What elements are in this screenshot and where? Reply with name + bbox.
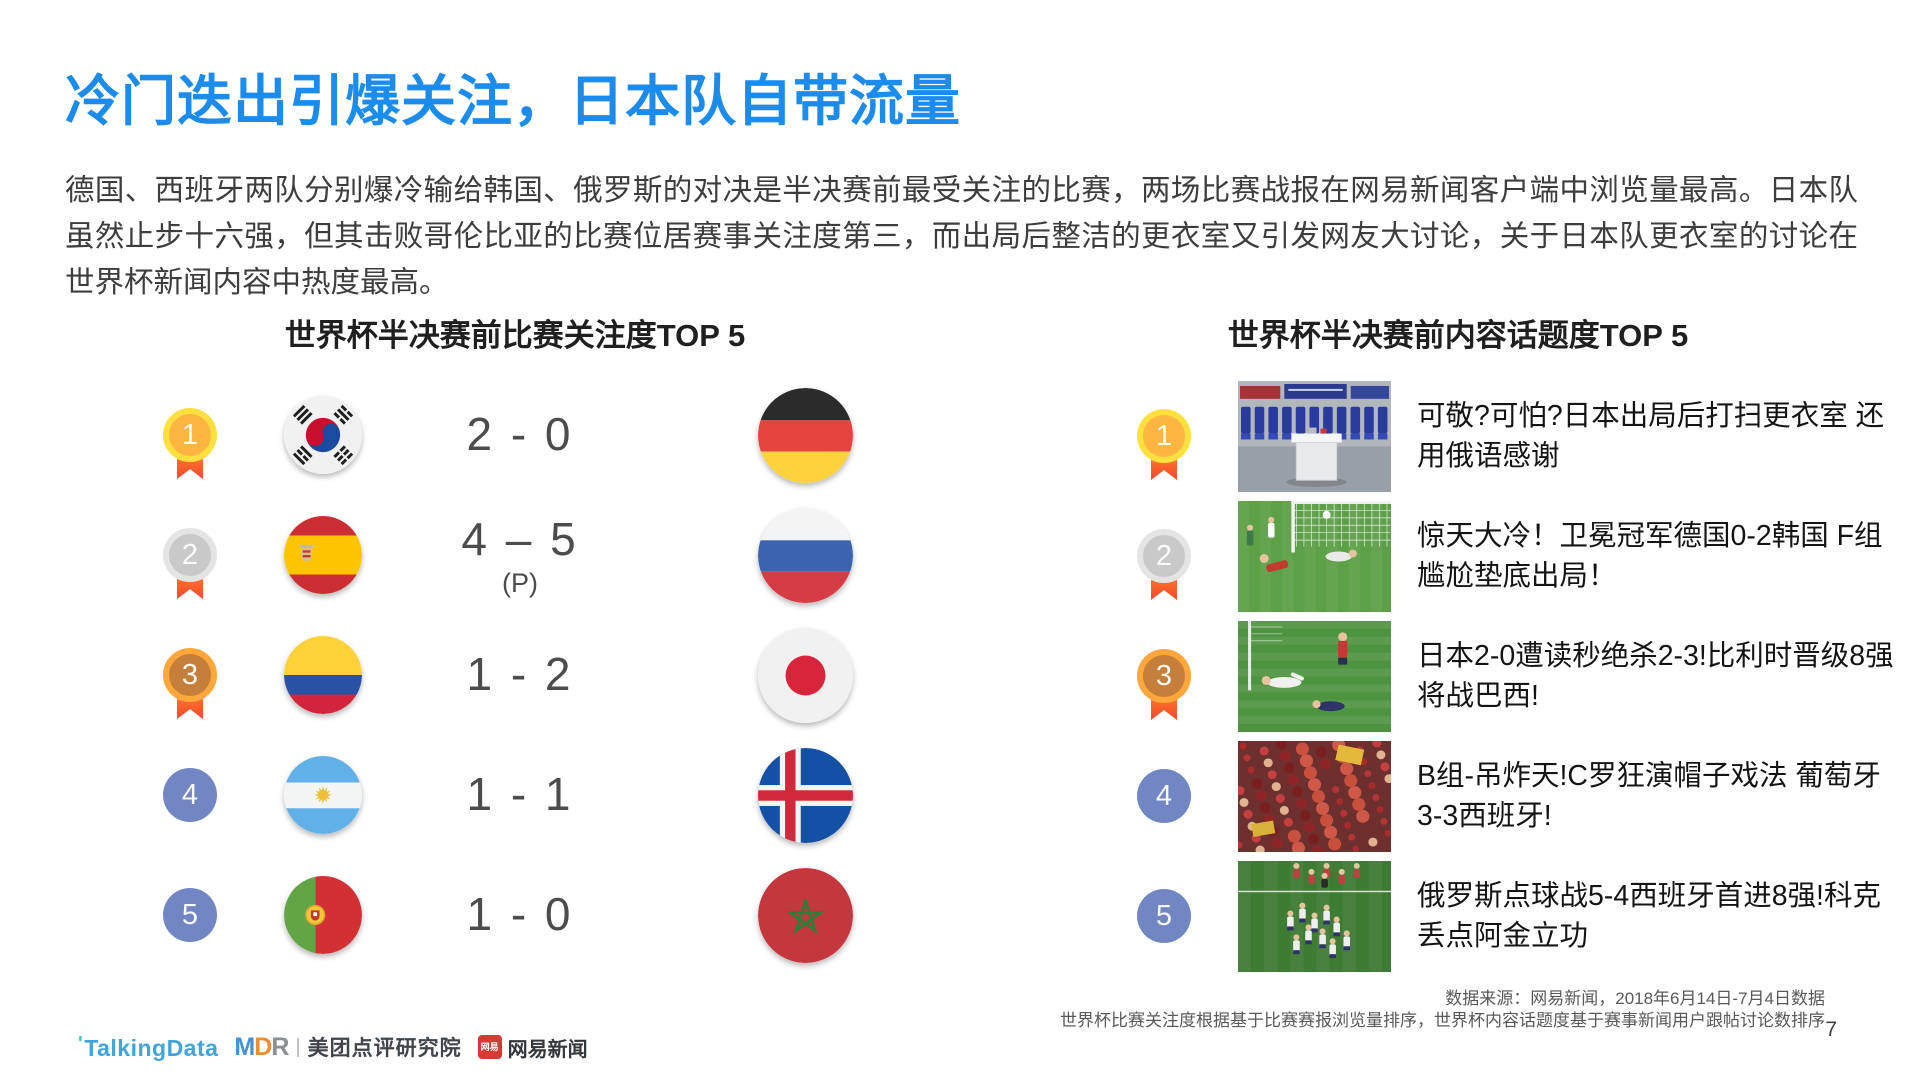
topic-row-3: 3 日本2-0遭读秒绝杀2-3!比利时晋级8强将战巴西!: [1118, 617, 1908, 735]
rank-number: 5: [1155, 899, 1173, 932]
meituan-research-label: 美团点评研究院: [307, 1037, 462, 1060]
score-value: 2 - 0: [466, 408, 574, 460]
rank-number: 1: [181, 418, 199, 451]
rank-number: 4: [181, 778, 199, 811]
spain-flag-icon: [283, 516, 362, 594]
portugal-flag-icon: [283, 876, 362, 954]
netease-news-logo: 网易 网易新闻: [477, 1033, 588, 1062]
topic-row-4: 4 B组-吊炸天!C罗狂演帽子戏法 葡萄牙3-3西班牙!: [1118, 737, 1908, 855]
japan-flag-icon: [757, 627, 853, 723]
rank-number: 1: [1155, 419, 1173, 452]
rank-5-medal-icon: 5: [163, 888, 217, 942]
page-title: 冷门迭出引爆关注，日本队自带流量: [65, 70, 962, 132]
rank-number: 2: [1155, 539, 1173, 572]
talkingdata-logo: 'TalkingData: [78, 1032, 219, 1061]
rank-number: 3: [1155, 659, 1173, 692]
footer-logos: 'TalkingData MDR | 美团点评研究院 网易 网易新闻: [78, 1032, 588, 1062]
mdr-mark-icon: MDR: [234, 1032, 289, 1061]
morocco-flag-icon: [757, 867, 853, 963]
score-value: 1 - 2: [466, 648, 574, 700]
goal-scene-photo: [1238, 500, 1391, 612]
rank-number: 4: [1155, 779, 1173, 812]
rank-3-medal-icon: 3: [163, 648, 217, 719]
topic-headline: 惊天大冷！卫冕冠军德国0-2韩国 F组尴尬垫底出局！: [1417, 519, 1883, 592]
data-source-line: 数据来源：网易新闻，2018年6月14日-7月4日数据: [1445, 989, 1825, 1008]
netease-news-label: 网易新闻: [507, 1038, 588, 1061]
page-number: 7: [1825, 1018, 1837, 1041]
celebration-photo: [1238, 860, 1391, 972]
score-value: 1 - 1: [466, 768, 574, 820]
match-score: 4 – 5 (P): [400, 512, 640, 599]
netease-badge-icon: 网易: [477, 1035, 502, 1059]
rank-2-medal-icon: 2: [163, 528, 217, 599]
argentina-flag-icon: [283, 756, 362, 834]
match-score: 1 - 2: [400, 647, 640, 703]
match-row-1: 1 2 - 0: [135, 375, 893, 495]
match-row-5: 5 1 - 0: [135, 855, 893, 975]
rank-4-medal-icon: 4: [1137, 769, 1191, 823]
rank-1-medal-icon: 1: [163, 408, 217, 479]
rank-5-medal-icon: 5: [1137, 889, 1191, 943]
summary-paragraph: 德国、西班牙两队分别爆冷输给韩国、俄罗斯的对决是半决赛前最受关注的比赛，两场比赛…: [65, 174, 1858, 300]
score-note: (P): [502, 567, 538, 598]
right-panel-title: 世界杯半决赛前内容话题度TOP 5: [1227, 318, 1689, 353]
south-korea-flag-icon: [283, 396, 362, 474]
topic-row-5: 5 俄罗斯点球战5-4西班牙首进8强!科克丢点阿金立功: [1118, 857, 1908, 975]
talkingdata-tick-icon: ': [78, 1032, 84, 1055]
match-row-3: 3 1 - 2: [135, 615, 893, 735]
match-score: 1 - 1: [400, 767, 640, 823]
rank-number: 5: [181, 898, 199, 931]
topic-headline: B组-吊炸天!C罗狂演帽子戏法 葡萄牙3-3西班牙!: [1417, 759, 1881, 832]
topic-row-1: 1 可敬?可怕?日本出局后打扫更衣室 还用俄语感谢: [1118, 377, 1908, 495]
logo-separator: |: [295, 1035, 301, 1058]
match-row-4: 4 1 - 1: [135, 735, 893, 855]
rank-3-medal-icon: 3: [1137, 649, 1191, 720]
locker-room-photo: [1238, 380, 1391, 492]
fan-crowd-photo: [1238, 740, 1391, 852]
topic-headline: 可敬?可怕?日本出局后打扫更衣室 还用俄语感谢: [1417, 399, 1885, 472]
data-source-note: 世界杯比赛关注度根据基于比赛赛报浏览量排序，世界杯内容话题度基于赛事新闻用户跟帖…: [1060, 1011, 1825, 1030]
meituan-research-logo: MDR | 美团点评研究院: [234, 1032, 461, 1062]
rank-1-medal-icon: 1: [1137, 409, 1191, 480]
colombia-flag-icon: [283, 636, 362, 714]
topic-row-2: 2 惊天大冷！卫冕冠军德国0-2韩国 F组尴尬垫底出局！: [1118, 497, 1908, 615]
iceland-flag-icon: [757, 747, 853, 843]
rank-number: 3: [181, 658, 199, 691]
players-down-photo: [1238, 620, 1391, 732]
match-score: 1 - 0: [400, 887, 640, 943]
germany-flag-icon: [757, 387, 853, 483]
topic-headline: 俄罗斯点球战5-4西班牙首进8强!科克丢点阿金立功: [1417, 879, 1881, 952]
score-value: 4 – 5: [461, 512, 579, 565]
score-value: 1 - 0: [466, 888, 574, 940]
left-panel-title: 世界杯半决赛前比赛关注度TOP 5: [284, 318, 746, 353]
rank-number: 2: [181, 538, 199, 571]
topic-headline: 日本2-0遭读秒绝杀2-3!比利时晋级8强将战巴西!: [1417, 639, 1894, 712]
match-score: 2 - 0: [400, 407, 640, 463]
russia-flag-icon: [757, 507, 853, 603]
match-row-2: 2 4 – 5 (P): [135, 495, 893, 615]
rank-4-medal-icon: 4: [163, 768, 217, 822]
rank-2-medal-icon: 2: [1137, 529, 1191, 600]
